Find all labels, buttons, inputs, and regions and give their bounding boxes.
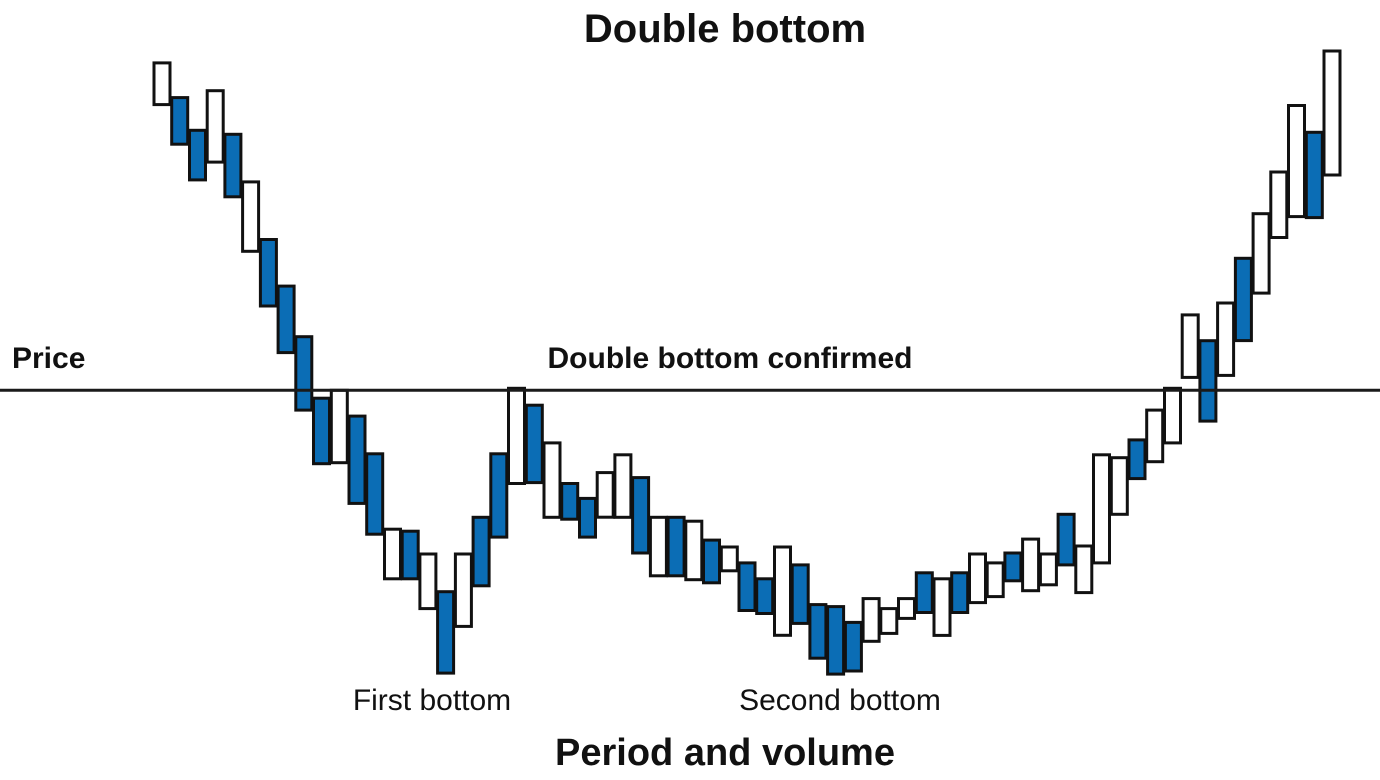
price-bar-66 — [1322, 49, 1342, 177]
price-bar-8 — [294, 335, 314, 412]
price-bar-9 — [312, 396, 331, 466]
price-bar-20 — [507, 386, 526, 485]
price-bar-60 — [1216, 301, 1236, 377]
price-bar-7 — [276, 284, 296, 355]
price-bar-41 — [879, 607, 899, 635]
price-bar-48 — [1003, 551, 1023, 583]
price-bar-57 — [1163, 386, 1182, 445]
price-bar-52 — [1074, 544, 1094, 595]
second-bottom-annotation: Second bottom — [739, 684, 941, 717]
price-bar-53 — [1092, 453, 1111, 565]
price-bar-19 — [489, 452, 509, 539]
price-bar-22 — [542, 441, 562, 519]
price-bar-16 — [436, 590, 456, 675]
price-bar-30 — [684, 519, 704, 582]
price-bar-14 — [400, 529, 420, 581]
y-axis-label: Price — [12, 342, 85, 375]
price-bar-38 — [826, 605, 846, 676]
price-bar-33 — [737, 561, 757, 613]
price-bar-34 — [755, 577, 775, 615]
price-bar-36 — [790, 563, 810, 625]
price-bar-27 — [631, 476, 651, 555]
price-bar-11 — [347, 414, 367, 505]
price-bar-51 — [1056, 512, 1076, 567]
price-bar-49 — [1021, 537, 1041, 593]
price-bar-54 — [1109, 456, 1129, 516]
price-bar-2 — [188, 128, 207, 182]
price-bar-31 — [702, 538, 721, 585]
price-bar-0 — [152, 61, 172, 107]
price-bar-55 — [1127, 438, 1147, 481]
price-bar-10 — [329, 388, 349, 465]
price-bar-3 — [205, 89, 225, 164]
price-bar-12 — [365, 452, 385, 536]
price-bar-44 — [932, 577, 952, 637]
price-bar-59 — [1198, 339, 1218, 423]
confirmed-annotation: Double bottom confirmed — [548, 342, 913, 375]
price-bar-56 — [1145, 408, 1165, 464]
price-bar-4 — [223, 132, 243, 199]
price-bar-37 — [808, 603, 828, 660]
price-bar-46 — [968, 552, 987, 605]
price-bar-17 — [453, 552, 473, 628]
x-axis-label: Period and volume — [555, 732, 895, 774]
price-bar-35 — [773, 545, 792, 637]
price-bar-62 — [1251, 212, 1271, 295]
price-bar-15 — [418, 552, 438, 611]
price-bar-42 — [897, 597, 916, 620]
first-bottom-annotation: First bottom — [353, 684, 511, 717]
price-bar-40 — [861, 597, 881, 643]
price-bar-43 — [914, 571, 934, 614]
price-bar-45 — [950, 571, 970, 614]
price-bar-18 — [471, 515, 491, 588]
price-bar-39 — [843, 620, 863, 673]
price-bar-26 — [613, 453, 633, 519]
price-bar-29 — [666, 515, 686, 578]
price-bar-24 — [578, 496, 597, 539]
price-bar-61 — [1233, 256, 1253, 343]
price-bar-13 — [383, 527, 402, 581]
price-bar-63 — [1269, 170, 1289, 239]
price-bar-50 — [1038, 552, 1058, 587]
price-bar-6 — [258, 238, 278, 308]
price-bar-28 — [648, 515, 668, 578]
chart-title: Double bottom — [584, 7, 866, 51]
price-bar-64 — [1287, 104, 1306, 219]
price-bar-1 — [170, 96, 190, 146]
price-bar-32 — [719, 545, 739, 573]
price-bar-65 — [1304, 130, 1324, 220]
price-bar-47 — [985, 561, 1005, 599]
price-bar-21 — [524, 403, 544, 485]
price-bars — [152, 49, 1342, 676]
price-bar-58 — [1180, 313, 1200, 379]
price-bar-25 — [595, 471, 615, 519]
price-bar-5 — [241, 180, 261, 253]
price-bar-23 — [560, 482, 580, 521]
